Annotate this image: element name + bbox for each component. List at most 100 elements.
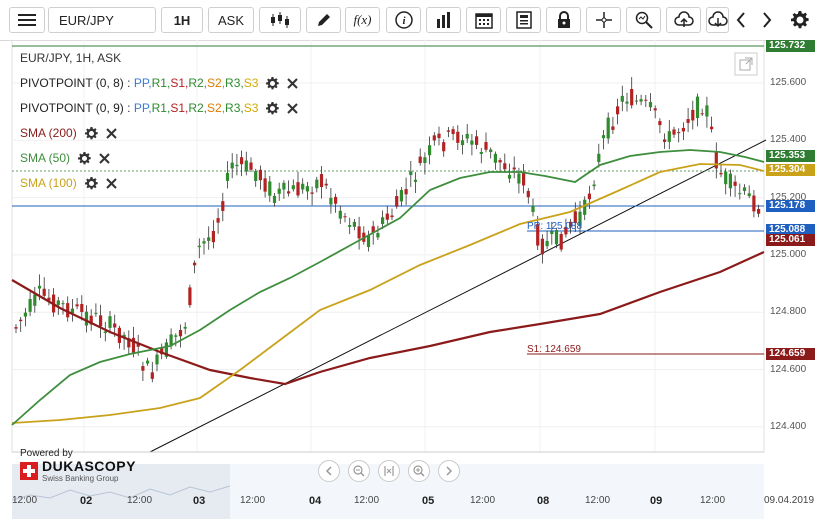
candle-body	[620, 95, 624, 102]
scroll-right-button[interactable]	[755, 7, 779, 33]
x-axis-label: 12:00	[354, 495, 380, 506]
legend-row[interactable]: SMA (100)	[20, 176, 117, 190]
candle-body	[155, 354, 159, 365]
price-chart[interactable]: S1: 124.659 PP: 125.088	[0, 40, 815, 519]
candle-body	[89, 315, 93, 325]
x-axis-label: 12:00	[470, 495, 496, 506]
candle-body	[564, 226, 568, 235]
candles	[14, 77, 761, 383]
legend-row[interactable]: SMA (200)	[20, 126, 117, 140]
candle-body	[583, 199, 587, 215]
function-button[interactable]: f(x)	[345, 7, 380, 33]
candle-body	[207, 237, 211, 241]
candle-body	[724, 171, 728, 185]
candle-body	[28, 299, 32, 312]
candle-body	[282, 182, 286, 190]
candle-body	[277, 188, 281, 194]
scroll-next-button[interactable]	[438, 460, 460, 482]
candle-body	[14, 327, 18, 329]
candle-body	[451, 129, 455, 134]
gear-icon[interactable]	[84, 176, 98, 190]
candle-body	[672, 129, 676, 135]
gear-icon[interactable]	[78, 151, 91, 165]
price-tag: 125.061	[766, 234, 815, 246]
price-tag: 125.304	[766, 164, 815, 176]
side-selector[interactable]: ASK	[208, 7, 254, 33]
gear-icon[interactable]	[84, 126, 98, 140]
download-button[interactable]	[706, 7, 729, 33]
legend-label: SMA (50)	[20, 151, 71, 165]
candle-body	[479, 152, 483, 154]
fit-button[interactable]	[378, 460, 400, 482]
zoom-out-button[interactable]	[348, 460, 370, 482]
period-selector[interactable]: 1H	[161, 7, 203, 33]
chart-area[interactable]: S1: 124.659 PP: 125.088 EUR/JPY, 1H, ASK…	[0, 40, 815, 519]
close-icon[interactable]	[287, 102, 299, 114]
lock-button[interactable]	[546, 7, 581, 33]
x-axis-label: 04	[309, 495, 322, 507]
price-tag: 125.088	[766, 224, 815, 236]
candle-body	[225, 172, 230, 181]
candle-body	[540, 238, 544, 255]
calendar-button[interactable]	[466, 7, 501, 33]
candle-body	[136, 343, 140, 347]
download-icon	[707, 11, 728, 28]
menu-button[interactable]	[9, 7, 45, 33]
x-axis-label: 03	[193, 495, 206, 507]
candle-type-button[interactable]	[259, 7, 301, 33]
candle-body	[131, 337, 136, 353]
upload-button[interactable]	[666, 7, 701, 33]
candle-body	[33, 294, 37, 306]
legend-row[interactable]: PIVOTPOINT (0, 8) : PP, R1, S1, R2, S2, …	[20, 76, 299, 90]
close-icon[interactable]	[105, 127, 117, 139]
candle-body	[606, 117, 610, 139]
candle-body	[536, 224, 540, 246]
y-axis-tick: 124.800	[770, 306, 807, 318]
draw-button[interactable]	[306, 7, 341, 33]
close-icon[interactable]	[99, 152, 110, 164]
close-icon[interactable]	[287, 77, 299, 89]
candle-body	[272, 195, 277, 204]
y-axis-tick: 125.000	[770, 248, 807, 260]
candle-body	[188, 287, 192, 306]
trend-line[interactable]	[149, 139, 767, 453]
legend-controls	[84, 176, 117, 190]
zoom-in-button[interactable]	[408, 460, 430, 482]
crosshair-button[interactable]	[586, 7, 621, 33]
legend-row[interactable]: SMA (50)	[20, 151, 110, 165]
dukascopy-logo[interactable]: DUKASCOPY Swiss Banking Group	[20, 458, 136, 483]
candle-body	[498, 160, 502, 163]
expand-icon[interactable]	[734, 52, 758, 76]
candle-body	[178, 329, 183, 337]
candle-body	[385, 213, 389, 220]
legend-row[interactable]: PIVOTPOINT (0, 9) : PP, R1, S1, R2, S2, …	[20, 101, 299, 115]
close-icon[interactable]	[105, 177, 117, 189]
symbol-label: EUR/JPY	[59, 12, 114, 28]
zoom-button[interactable]	[626, 7, 661, 33]
navigator-window[interactable]	[12, 464, 230, 519]
gear-icon[interactable]	[266, 76, 280, 90]
price-tag: 125.732	[766, 40, 815, 52]
candle-body	[554, 230, 559, 245]
price-tag: 124.659	[766, 348, 815, 360]
sma50-line	[11, 149, 765, 426]
candle-body	[141, 366, 145, 371]
legend-controls	[266, 76, 299, 90]
candle-body	[23, 312, 27, 317]
y-axis-tick: 125.400	[770, 134, 807, 146]
bar-chart-button[interactable]	[426, 7, 461, 33]
gear-icon[interactable]	[266, 101, 280, 115]
scroll-left-button[interactable]	[729, 7, 753, 33]
candle-body	[616, 106, 620, 115]
settings-button[interactable]	[788, 7, 812, 33]
candle-body	[630, 88, 634, 106]
candle-body	[507, 174, 512, 179]
candle-body	[169, 334, 173, 347]
scroll-prev-button[interactable]	[318, 460, 340, 482]
symbol-selector[interactable]: EUR/JPY	[48, 7, 156, 33]
document-button[interactable]	[506, 7, 541, 33]
candle-body	[653, 108, 657, 111]
candle-body	[644, 99, 648, 101]
pp-annotation: PP: 125.088	[527, 221, 582, 232]
info-button[interactable]: i	[386, 7, 421, 33]
